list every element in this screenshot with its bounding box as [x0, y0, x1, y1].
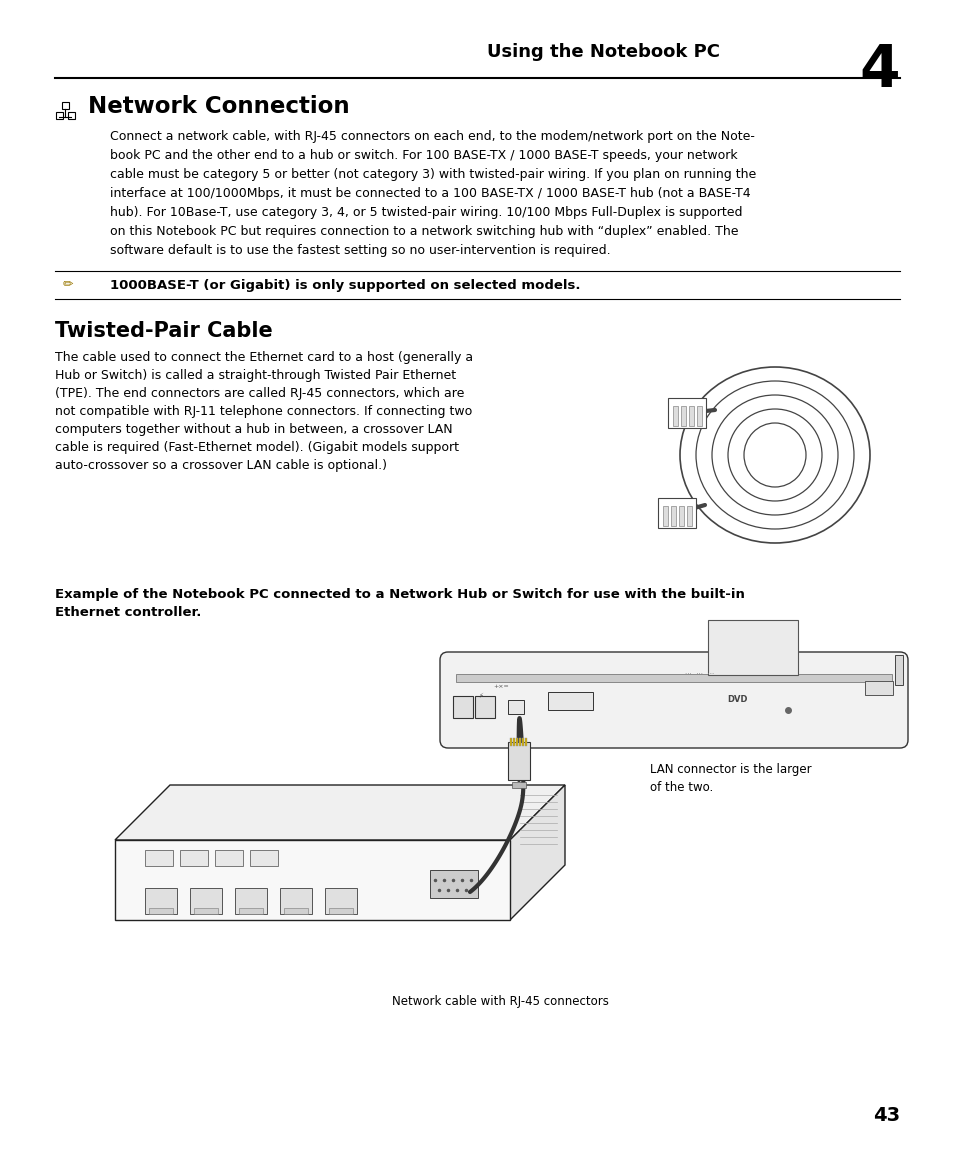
Bar [62, 102, 69, 109]
Bar [507, 700, 523, 714]
Bar [686, 506, 691, 526]
Text: The cable used to connect the Ethernet card to a host (generally a: The cable used to connect the Ethernet c… [55, 351, 473, 364]
Bar [521, 738, 523, 746]
Bar [475, 696, 495, 718]
Text: not compatible with RJ-11 telephone connectors. If connecting two: not compatible with RJ-11 telephone conn… [55, 405, 472, 418]
Bar [667, 398, 705, 429]
Bar [513, 738, 515, 746]
Polygon shape [280, 888, 312, 914]
Text: Example of the Notebook PC connected to a Network Hub or Switch for use with the: Example of the Notebook PC connected to … [55, 588, 744, 619]
Bar [670, 506, 676, 526]
Bar [679, 506, 683, 526]
Text: Network Hub or Switch: Network Hub or Switch [194, 869, 330, 881]
Text: interface at 100/1000Mbps, it must be connected to a 100 BASE-TX / 1000 BASE-T h: interface at 100/1000Mbps, it must be co… [110, 187, 750, 200]
Text: 4: 4 [859, 42, 899, 99]
Text: on this Notebook PC but requires connection to a network switching hub with “dup: on this Notebook PC but requires connect… [110, 225, 738, 238]
Polygon shape [239, 908, 263, 914]
Bar [662, 506, 667, 526]
Text: book PC and the other end to a hub or switch. For 100 BASE-TX / 1000 BASE-T spee: book PC and the other end to a hub or sw… [110, 149, 737, 162]
Polygon shape [234, 888, 267, 914]
Text: Network cable with RJ-45 connectors: Network cable with RJ-45 connectors [391, 994, 608, 1008]
Bar [524, 738, 526, 746]
Ellipse shape [679, 367, 869, 543]
Text: computers together without a hub in between, a crossover LAN: computers together without a hub in betw… [55, 423, 452, 435]
Bar [430, 870, 477, 897]
Text: Twisted-Pair Cable: Twisted-Pair Cable [55, 321, 273, 341]
Text: DVD: DVD [727, 695, 747, 705]
Bar [864, 681, 892, 695]
Bar [516, 738, 517, 746]
Bar [214, 850, 243, 866]
Bar [680, 407, 685, 426]
Text: Connect a network cable, with RJ-45 connectors on each end, to the modem/network: Connect a network cable, with RJ-45 conn… [110, 131, 754, 143]
Bar [707, 620, 797, 675]
Bar [894, 655, 902, 685]
Bar [453, 696, 473, 718]
Polygon shape [115, 840, 510, 921]
Text: +×=: +×= [493, 684, 508, 690]
Text: ✏: ✏ [63, 278, 73, 291]
Bar [180, 850, 208, 866]
Polygon shape [284, 908, 308, 914]
FancyBboxPatch shape [439, 653, 907, 748]
Bar [688, 407, 693, 426]
Bar [697, 407, 701, 426]
Text: ⚡: ⚡ [477, 693, 482, 699]
Polygon shape [145, 888, 177, 914]
Polygon shape [325, 888, 356, 914]
Bar [510, 738, 512, 746]
Bar [250, 850, 277, 866]
Bar [518, 738, 520, 746]
Text: ...  ...  ...: ... ... ... [684, 669, 714, 675]
Bar [507, 742, 530, 780]
Polygon shape [510, 785, 564, 921]
Text: cable is required (Fast-Ethernet model). (Gigabit models support: cable is required (Fast-Ethernet model).… [55, 441, 458, 454]
Text: 43: 43 [872, 1106, 899, 1125]
Text: cable must be category 5 or better (not category 3) with twisted-pair wiring. If: cable must be category 5 or better (not … [110, 167, 756, 181]
Polygon shape [149, 908, 172, 914]
Bar [672, 407, 678, 426]
Polygon shape [193, 908, 218, 914]
Bar [512, 782, 525, 788]
Text: auto-crossover so a crossover LAN cable is optional.): auto-crossover so a crossover LAN cable … [55, 459, 387, 472]
Text: Using the Notebook PC: Using the Notebook PC [486, 43, 720, 61]
Polygon shape [115, 785, 564, 840]
Text: 1000BASE-T (or Gigabit) is only supported on selected models.: 1000BASE-T (or Gigabit) is only supporte… [110, 278, 579, 291]
Bar [658, 498, 696, 528]
Text: software default is to use the fastest setting so no user-intervention is requir: software default is to use the fastest s… [110, 244, 610, 258]
Text: Hub or Switch) is called a straight-through Twisted Pair Ethernet: Hub or Switch) is called a straight-thro… [55, 368, 456, 382]
Text: Network Connection: Network Connection [88, 95, 349, 118]
Text: (TPE). The end connectors are called RJ-45 connectors, which are: (TPE). The end connectors are called RJ-… [55, 387, 464, 400]
Bar [68, 112, 75, 119]
Bar [145, 850, 172, 866]
Bar [547, 692, 593, 710]
Bar [456, 675, 891, 681]
Text: hub). For 10Base-T, use category 3, 4, or 5 twisted-pair wiring. 10/100 Mbps Ful: hub). For 10Base-T, use category 3, 4, o… [110, 206, 741, 219]
Polygon shape [190, 888, 222, 914]
Text: LAN connector is the larger
of the two.: LAN connector is the larger of the two. [649, 763, 811, 793]
Bar [56, 112, 63, 119]
Polygon shape [329, 908, 353, 914]
